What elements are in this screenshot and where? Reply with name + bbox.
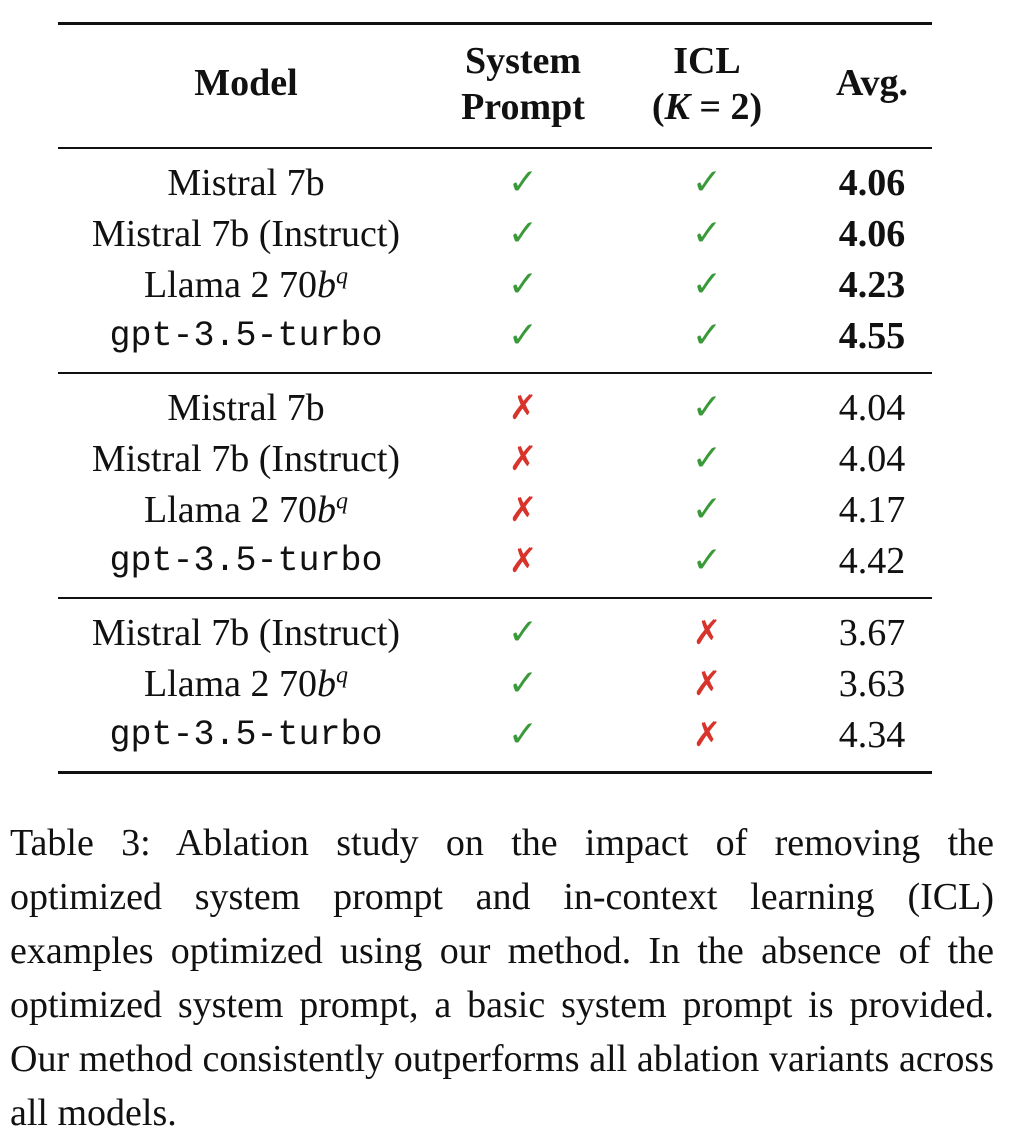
avg-score: 4.34 xyxy=(838,714,906,756)
header-icl: ICL (K = 2) xyxy=(624,38,790,130)
model-name: Llama 2 70bq xyxy=(143,263,349,306)
avg-score: 3.63 xyxy=(838,663,906,705)
table-row: Llama 2 70bq ✗ ✓ 4.17 xyxy=(58,485,932,535)
header-system-prompt: System Prompt xyxy=(444,38,602,130)
table-row: gpt-3.5-turbo ✗ ✓ 4.42 xyxy=(58,536,932,586)
model-name: Llama 2 70bq xyxy=(143,662,349,705)
top-rule xyxy=(58,22,932,25)
model-name: gpt-3.5-turbo xyxy=(109,541,383,581)
table-row: Mistral 7b (Instruct) ✗ ✓ 4.04 xyxy=(58,434,932,484)
table-row: Mistral 7b ✓ ✓ 4.06 xyxy=(58,158,932,208)
header-rule xyxy=(58,147,932,149)
header-icl-line2: (K = 2) xyxy=(651,86,763,128)
avg-score: 4.42 xyxy=(838,540,906,582)
check-icon: ✓ xyxy=(507,162,539,203)
cross-icon: ✗ xyxy=(508,439,538,479)
check-icon: ✓ xyxy=(691,162,723,203)
cross-icon: ✗ xyxy=(692,715,722,755)
table-row: Mistral 7b (Instruct) ✓ ✓ 4.06 xyxy=(58,209,932,259)
model-name: Mistral 7b xyxy=(167,162,325,204)
model-name: gpt-3.5-turbo xyxy=(109,715,383,755)
cross-icon: ✗ xyxy=(508,490,538,530)
header-system-line1: System xyxy=(464,40,582,82)
bottom-rule xyxy=(58,771,932,774)
check-icon: ✓ xyxy=(691,540,723,581)
group-rule-2 xyxy=(58,597,932,599)
cross-icon: ✗ xyxy=(692,664,722,704)
avg-score: 4.04 xyxy=(838,438,906,480)
check-icon: ✓ xyxy=(691,387,723,428)
cross-icon: ✗ xyxy=(508,541,538,581)
avg-score: 4.23 xyxy=(838,264,906,306)
check-icon: ✓ xyxy=(507,663,539,704)
check-icon: ✓ xyxy=(691,213,723,254)
avg-score: 4.17 xyxy=(838,489,906,531)
check-icon: ✓ xyxy=(691,264,723,305)
table-row: Mistral 7b (Instruct) ✓ ✗ 3.67 xyxy=(58,608,932,658)
model-name: Mistral 7b (Instruct) xyxy=(91,213,401,255)
header-icl-line1: ICL xyxy=(673,40,741,82)
table-row: Mistral 7b ✗ ✓ 4.04 xyxy=(58,383,932,433)
model-name: Mistral 7b xyxy=(167,387,325,429)
header-system-line2: Prompt xyxy=(461,86,585,128)
check-icon: ✓ xyxy=(507,714,539,755)
model-name: gpt-3.5-turbo xyxy=(109,316,383,356)
avg-score: 4.06 xyxy=(838,213,906,255)
check-icon: ✓ xyxy=(507,612,539,653)
header-avg: Avg. xyxy=(816,60,928,106)
check-icon: ✓ xyxy=(691,438,723,479)
header-model-label: Model xyxy=(194,62,298,104)
table-row: Llama 2 70bq ✓ ✓ 4.23 xyxy=(58,260,932,310)
table-row: gpt-3.5-turbo ✓ ✓ 4.55 xyxy=(58,311,932,361)
model-name: Mistral 7b (Instruct) xyxy=(91,612,401,654)
model-name: Llama 2 70bq xyxy=(143,488,349,531)
table-row: Llama 2 70bq ✓ ✗ 3.63 xyxy=(58,659,932,709)
header-model: Model xyxy=(58,60,434,106)
check-icon: ✓ xyxy=(691,315,723,356)
avg-score: 3.67 xyxy=(838,612,906,654)
avg-score: 4.55 xyxy=(838,315,906,357)
model-name: Mistral 7b (Instruct) xyxy=(91,438,401,480)
header-avg-label: Avg. xyxy=(835,62,909,104)
check-icon: ✓ xyxy=(507,264,539,305)
group-rule-1 xyxy=(58,372,932,374)
check-icon: ✓ xyxy=(507,213,539,254)
table-row: gpt-3.5-turbo ✓ ✗ 4.34 xyxy=(58,710,932,760)
table-caption: Table 3: Ablation study on the impact of… xyxy=(10,822,994,1134)
check-icon: ✓ xyxy=(507,315,539,356)
cross-icon: ✗ xyxy=(692,613,722,653)
avg-score: 4.06 xyxy=(838,162,906,204)
cross-icon: ✗ xyxy=(508,388,538,428)
avg-score: 4.04 xyxy=(838,387,906,429)
check-icon: ✓ xyxy=(691,489,723,530)
